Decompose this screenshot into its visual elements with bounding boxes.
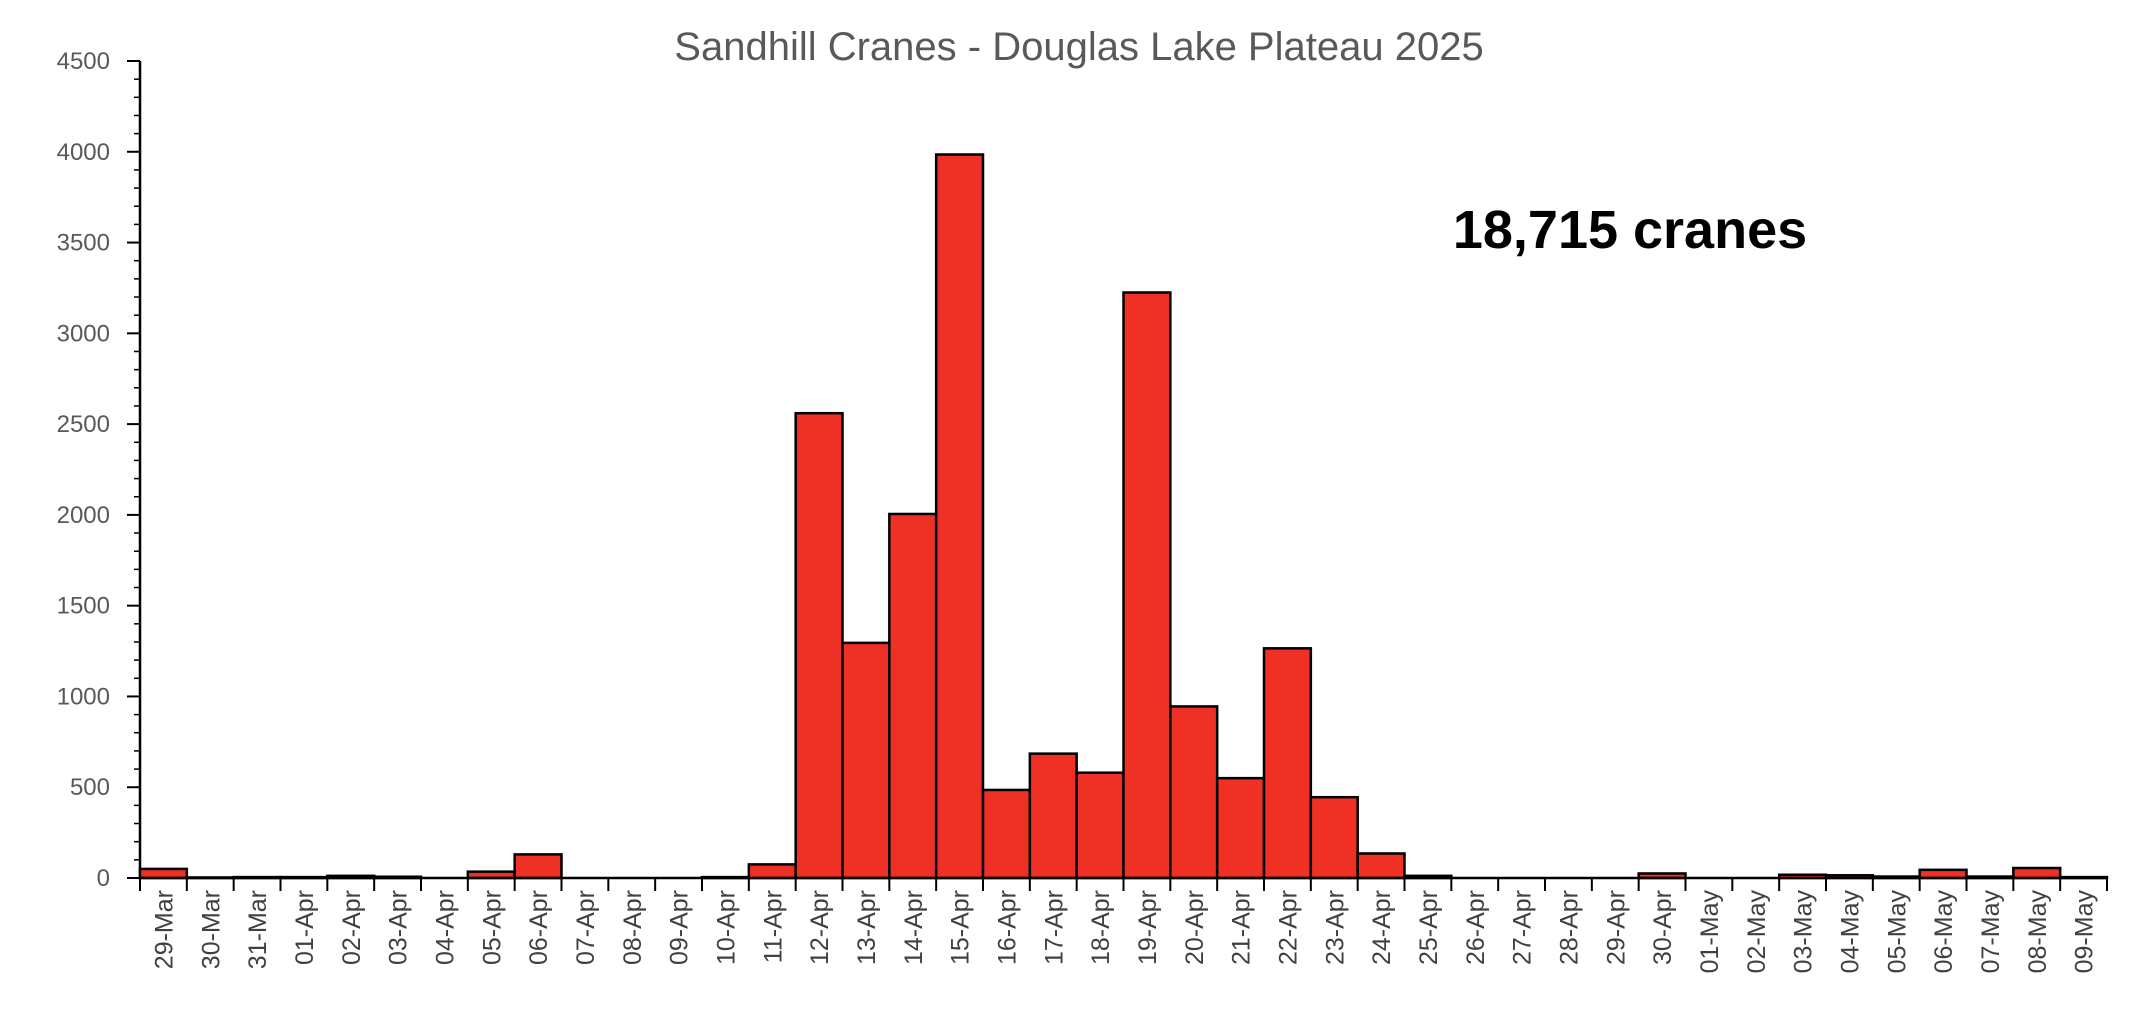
x-tick-label: 30-Apr bbox=[1649, 890, 1677, 965]
x-tick-label: 07-Apr bbox=[572, 890, 600, 965]
x-tick-label: 04-Apr bbox=[431, 890, 459, 965]
x-tick-label: 09-May bbox=[2071, 890, 2099, 974]
x-tick-label: 12-Apr bbox=[806, 890, 834, 965]
x-tick-label: 29-Mar bbox=[150, 890, 178, 969]
x-tick-label: 31-Mar bbox=[244, 890, 272, 969]
bar-15-Apr bbox=[934, 153, 985, 880]
y-tick-label: 4000 bbox=[57, 139, 110, 166]
x-tick-label: 08-Apr bbox=[619, 890, 647, 965]
x-tick-label: 10-Apr bbox=[712, 890, 740, 965]
y-tick-label: 3000 bbox=[57, 320, 110, 347]
y-tick-label: 2000 bbox=[57, 502, 110, 529]
x-tick-label: 22-Apr bbox=[1274, 890, 1302, 965]
x-tick-label: 05-May bbox=[1883, 890, 1911, 974]
y-tick-label: 1500 bbox=[57, 593, 110, 620]
x-tick-label: 24-Apr bbox=[1368, 890, 1396, 965]
bar-18-Apr bbox=[1075, 771, 1125, 880]
x-tick-label: 19-Apr bbox=[1134, 890, 1162, 965]
x-tick-label: 25-Apr bbox=[1415, 890, 1443, 965]
bar-23-Apr bbox=[1309, 795, 1359, 880]
x-tick-label: 04-May bbox=[1836, 890, 1864, 974]
bar-24-Apr bbox=[1356, 852, 1406, 880]
chart-title: Sandhill Cranes - Douglas Lake Plateau 2… bbox=[674, 25, 1483, 69]
x-tick-label: 06-May bbox=[1930, 890, 1958, 974]
bar-06-Apr bbox=[513, 853, 563, 880]
x-tick-label: 21-Apr bbox=[1228, 890, 1256, 965]
x-tick-label: 06-Apr bbox=[525, 890, 553, 965]
x-tick-label: 09-Apr bbox=[666, 890, 694, 965]
bar-08-May bbox=[2012, 866, 2062, 880]
bar-21-Apr bbox=[1215, 776, 1266, 880]
x-tick-label: 05-Apr bbox=[478, 890, 506, 965]
bar-14-Apr bbox=[888, 512, 938, 880]
x-tick-label: 18-Apr bbox=[1087, 890, 1115, 965]
x-tick-label: 30-Mar bbox=[197, 890, 225, 969]
x-tick-label: 13-Apr bbox=[853, 890, 881, 965]
y-tick-label: 1000 bbox=[57, 683, 110, 710]
x-tick-label: 03-May bbox=[1790, 890, 1818, 974]
bar-17-Apr bbox=[1028, 752, 1078, 880]
bar-16-Apr bbox=[981, 788, 1032, 880]
bar-19-Apr bbox=[1122, 291, 1172, 880]
x-tick-label: 26-Apr bbox=[1462, 890, 1490, 965]
x-tick-label: 03-Apr bbox=[385, 890, 413, 965]
x-tick-label: 28-Apr bbox=[1555, 890, 1583, 965]
bar-29-Mar bbox=[138, 867, 189, 880]
x-tick-label: 27-Apr bbox=[1509, 890, 1537, 965]
y-tick-label: 2500 bbox=[57, 411, 110, 438]
x-tick-label: 17-Apr bbox=[1040, 890, 1068, 965]
y-tick-label: 0 bbox=[97, 865, 110, 892]
x-tick-label: 16-Apr bbox=[993, 890, 1021, 965]
x-tick-label: 14-Apr bbox=[900, 890, 928, 965]
x-axis: 29-Mar 30-Mar 31-Mar 01-Apr 02-Apr 03-Apr 04-A… bbox=[139, 876, 2108, 974]
y-tick-label: 4500 bbox=[57, 48, 110, 75]
x-tick-label: 23-Apr bbox=[1321, 890, 1349, 965]
bars bbox=[138, 153, 2109, 880]
x-tick-label: 07-May bbox=[1977, 890, 2005, 974]
x-tick-label: 02-May bbox=[1743, 890, 1771, 974]
bar-12-Apr bbox=[794, 411, 844, 880]
total-cranes-annotation: 18,715 cranes bbox=[1453, 200, 1807, 260]
y-tick-label: 500 bbox=[70, 774, 110, 801]
x-tick-label: 08-May bbox=[2024, 890, 2052, 974]
x-tick-label: 29-Apr bbox=[1602, 890, 1630, 965]
x-tick-label: 11-Apr bbox=[759, 890, 787, 963]
y-tick-label: 3500 bbox=[57, 230, 110, 257]
x-tick-label: 02-Apr bbox=[338, 890, 366, 965]
x-tick-label: 20-Apr bbox=[1181, 890, 1209, 965]
bar-22-Apr bbox=[1262, 647, 1313, 880]
x-tick-label: 15-Apr bbox=[947, 890, 975, 965]
x-tick-label: 01-May bbox=[1696, 890, 1724, 974]
x-tick-label: 01-Apr bbox=[291, 890, 319, 965]
y-axis: 0 500 1000 1500 2000 2500 3000 3500 4000 4500 bbox=[57, 48, 142, 892]
bar-20-Apr bbox=[1169, 705, 1219, 880]
bar-13-Apr bbox=[841, 641, 891, 880]
bar-11-Apr bbox=[747, 863, 797, 880]
